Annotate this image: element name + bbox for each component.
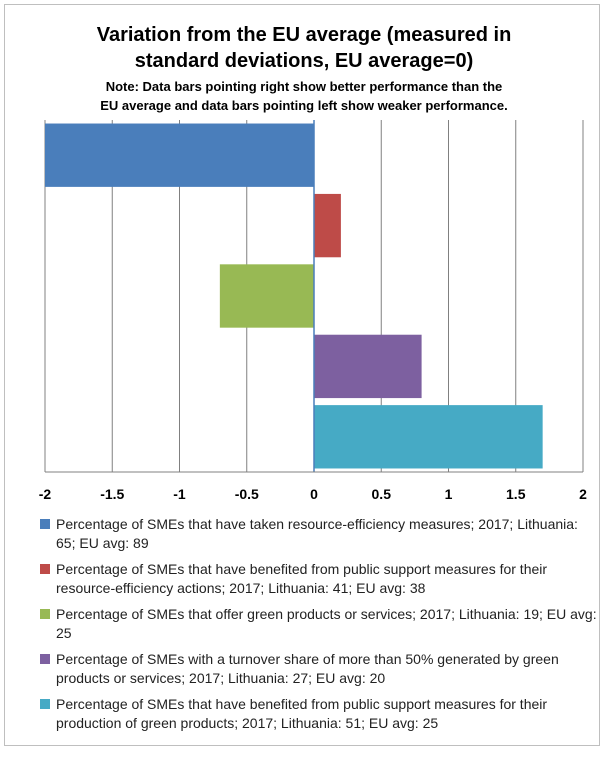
chart-note-line-1: Note: Data bars pointing right show bett…	[105, 79, 503, 94]
bar-2	[314, 193, 341, 258]
legend-item-4: Percentage of SMEs with a turnover share…	[40, 650, 600, 688]
bar-5	[314, 405, 543, 469]
bar-1	[45, 123, 314, 187]
legend-label-2: Percentage of SMEs that have benefited f…	[56, 561, 548, 596]
legend-swatch-1	[40, 519, 50, 529]
chart-title: Variation from the EU average (measured …	[0, 22, 608, 74]
x-tick-label-1: -1.5	[100, 486, 124, 502]
legend-item-3: Percentage of SMEs that offer green prod…	[40, 605, 600, 643]
chart-note-line-2: EU average and data bars pointing left s…	[100, 98, 508, 113]
legend-label-3: Percentage of SMEs that offer green prod…	[56, 606, 597, 641]
x-tick-label-8: 2	[579, 486, 587, 502]
chart-title-line-1: Variation from the EU average (measured …	[96, 24, 512, 46]
bar-chart: -2 -1.5 -1 -0.5 0 0.5 1 1.5 2	[39, 120, 587, 502]
chart-legend: Percentage of SMEs that have taken resou…	[40, 515, 600, 740]
legend-item-1: Percentage of SMEs that have taken resou…	[40, 515, 600, 553]
bar-4	[314, 334, 422, 399]
legend-swatch-5	[40, 699, 50, 709]
x-tick-label-5: 0.5	[372, 486, 392, 502]
x-tick-label-7: 1.5	[506, 486, 526, 502]
x-tick-label-4: 0	[310, 486, 318, 502]
chart-note: Note: Data bars pointing right show bett…	[0, 77, 608, 115]
legend-item-5: Percentage of SMEs that have benefited f…	[40, 695, 600, 733]
legend-label-1: Percentage of SMEs that have taken resou…	[56, 516, 578, 551]
legend-swatch-4	[40, 654, 50, 664]
x-tick-label-3: -0.5	[235, 486, 259, 502]
x-tick-label-0: -2	[39, 486, 52, 502]
x-tick-label-6: 1	[445, 486, 453, 502]
legend-swatch-3	[40, 609, 50, 619]
x-tick-label-2: -1	[173, 486, 186, 502]
legend-swatch-2	[40, 564, 50, 574]
bar-3	[219, 264, 314, 328]
legend-label-5: Percentage of SMEs that have benefited f…	[56, 696, 548, 731]
chart-title-line-2: standard deviations, EU average=0)	[134, 50, 474, 72]
chart-frame	[4, 4, 600, 746]
legend-label-4: Percentage of SMEs with a turnover share…	[56, 651, 559, 686]
legend-item-2: Percentage of SMEs that have benefited f…	[40, 560, 600, 598]
